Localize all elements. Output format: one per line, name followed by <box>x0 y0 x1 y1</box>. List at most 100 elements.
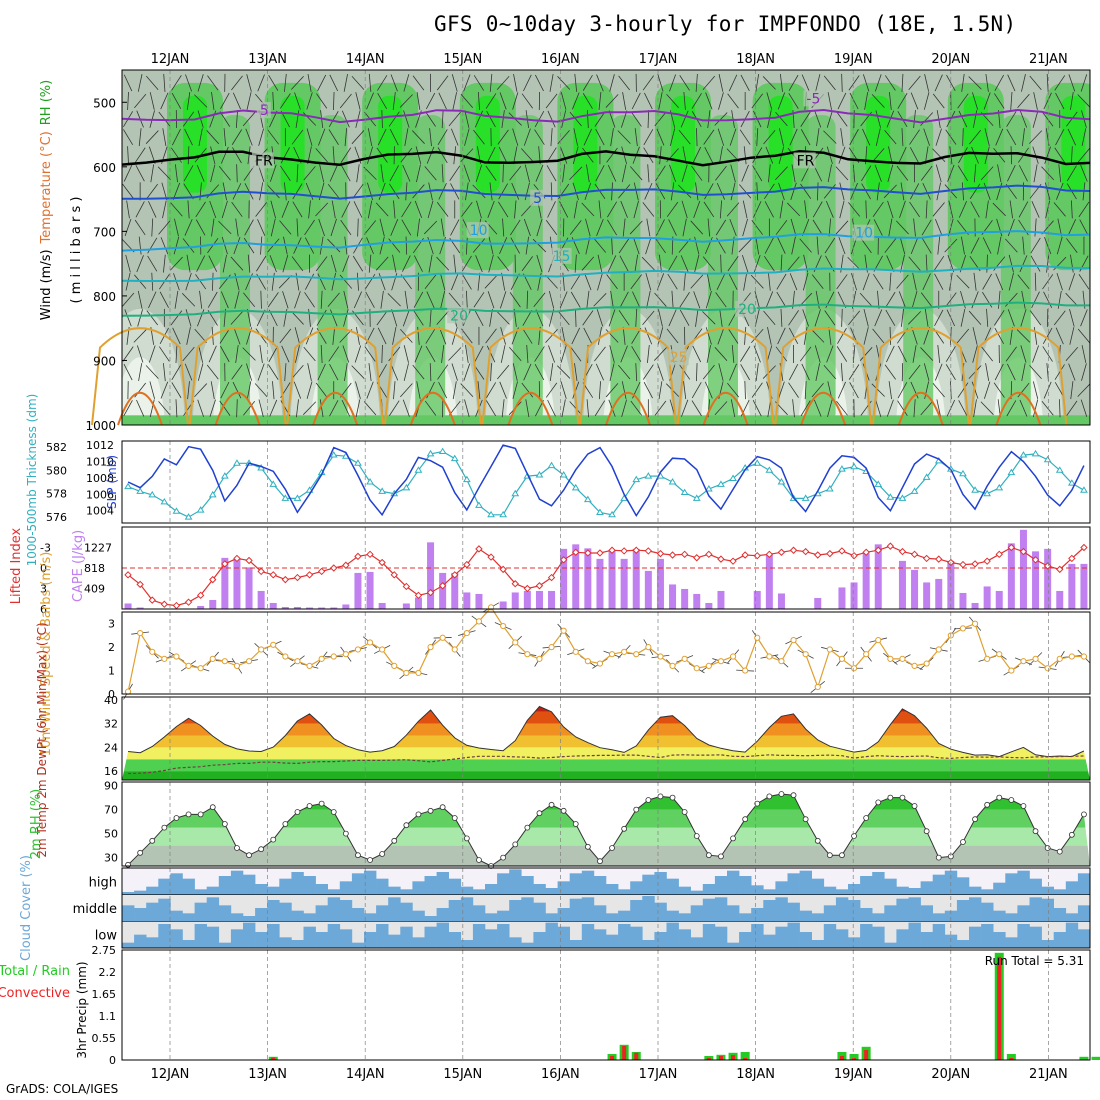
cloud-bar <box>799 932 812 948</box>
wind-barb <box>319 164 325 183</box>
wind-barb <box>137 290 143 309</box>
wind-barb <box>668 309 677 327</box>
wind-barb <box>702 256 715 271</box>
wind-barb <box>752 147 763 164</box>
wind-barb <box>380 164 384 183</box>
cape-bar <box>281 606 289 609</box>
wind-barb <box>172 128 181 146</box>
wind-speed-point <box>354 646 362 653</box>
wind-barb <box>521 148 534 163</box>
wind-barb <box>1055 128 1065 146</box>
thickness-point <box>148 490 157 498</box>
wind-barb <box>593 238 607 253</box>
wind-barb <box>147 237 158 254</box>
wind-barb <box>799 346 812 362</box>
wind-speed-point <box>548 644 555 651</box>
rh2m-point <box>427 807 434 814</box>
convective-bar <box>997 956 1002 1060</box>
wind-barb <box>595 363 604 381</box>
wind-barb <box>393 381 396 400</box>
thickness-point <box>644 472 653 479</box>
wind-barb <box>195 219 206 236</box>
wind-barb <box>315 256 328 272</box>
wind-barb <box>284 363 287 382</box>
temp-contour-15 <box>121 264 1091 282</box>
cloud-bar <box>497 873 510 895</box>
wind-barb <box>533 292 546 308</box>
wind-barb <box>958 201 967 218</box>
wind-barb <box>921 219 932 236</box>
wind-barb <box>1070 146 1073 165</box>
lifted-index-point <box>729 557 737 565</box>
wind-barb <box>174 164 178 183</box>
credit-label: GrADS: COLA/IGES <box>6 1082 119 1096</box>
wind-barb <box>779 128 784 146</box>
date-label-top: 21JAN <box>1029 52 1068 67</box>
wind-barb <box>569 220 582 235</box>
wind-barb <box>669 74 677 92</box>
cloud-bar <box>993 932 1006 948</box>
wind-barb <box>815 363 821 381</box>
wind-barb <box>885 309 896 326</box>
pressure-tick-label: 1000 <box>85 419 116 433</box>
convective-bar <box>271 1057 276 1060</box>
wind-barb <box>246 363 253 381</box>
wind-barb <box>972 92 979 110</box>
cape-bar <box>511 592 519 609</box>
wind-barb <box>727 382 740 398</box>
wind-barb <box>751 220 763 235</box>
wind-barb <box>753 345 761 363</box>
wind-barb <box>740 364 750 381</box>
wind-barb <box>548 345 556 363</box>
wind-speed-point <box>790 637 797 644</box>
cloud-bar <box>303 913 316 922</box>
wind-barb <box>291 310 304 325</box>
cloud-bar <box>956 900 970 922</box>
cloud-bar <box>835 929 849 948</box>
wind-barb <box>1042 327 1053 344</box>
cape-bar <box>765 553 773 609</box>
wind-barb <box>472 184 486 199</box>
wind-barb <box>158 401 171 416</box>
rh2m-point <box>137 849 144 856</box>
temp-contour-30 <box>507 391 554 426</box>
wind-barb <box>730 164 736 183</box>
wind-barb <box>486 345 496 363</box>
wind-speed-point <box>209 655 216 662</box>
wind-speed-point <box>754 634 761 641</box>
wind-barb <box>573 128 579 147</box>
wind-tick: 1 <box>108 665 115 678</box>
wind-barb <box>707 218 711 237</box>
cloud-bar <box>581 897 595 922</box>
cloud-bar <box>848 900 861 922</box>
wind-barb <box>560 146 568 164</box>
wind-speed-point <box>633 651 640 658</box>
thickness-point <box>717 480 725 487</box>
lifted-index-point <box>342 561 350 569</box>
wind-barb <box>598 381 601 400</box>
wind-speed-point <box>500 622 507 630</box>
wind-speed-point <box>245 658 253 665</box>
wind-barb <box>136 345 144 363</box>
wind-barb <box>997 236 1002 255</box>
cloud-bar <box>364 932 377 948</box>
wind-barb <box>668 219 677 236</box>
wind-barb <box>473 292 485 308</box>
wind-barb <box>1068 363 1076 381</box>
wind-barb <box>656 128 665 146</box>
rh-band <box>122 794 1090 796</box>
wind-barb <box>802 218 810 237</box>
wind-barb <box>679 292 690 308</box>
wind-barb <box>715 165 727 181</box>
cloud-bar <box>908 897 921 922</box>
date-label-bottom: 13JAN <box>248 1067 287 1082</box>
wind-barb <box>937 236 941 255</box>
wind-barb <box>498 146 508 164</box>
wind-barb <box>583 327 593 345</box>
wind-barb <box>570 291 581 308</box>
wind-barb <box>194 383 208 398</box>
wind-barb <box>281 200 290 218</box>
wind-barb <box>899 200 906 219</box>
wind-barb <box>158 220 171 235</box>
wind-barb <box>900 182 905 201</box>
